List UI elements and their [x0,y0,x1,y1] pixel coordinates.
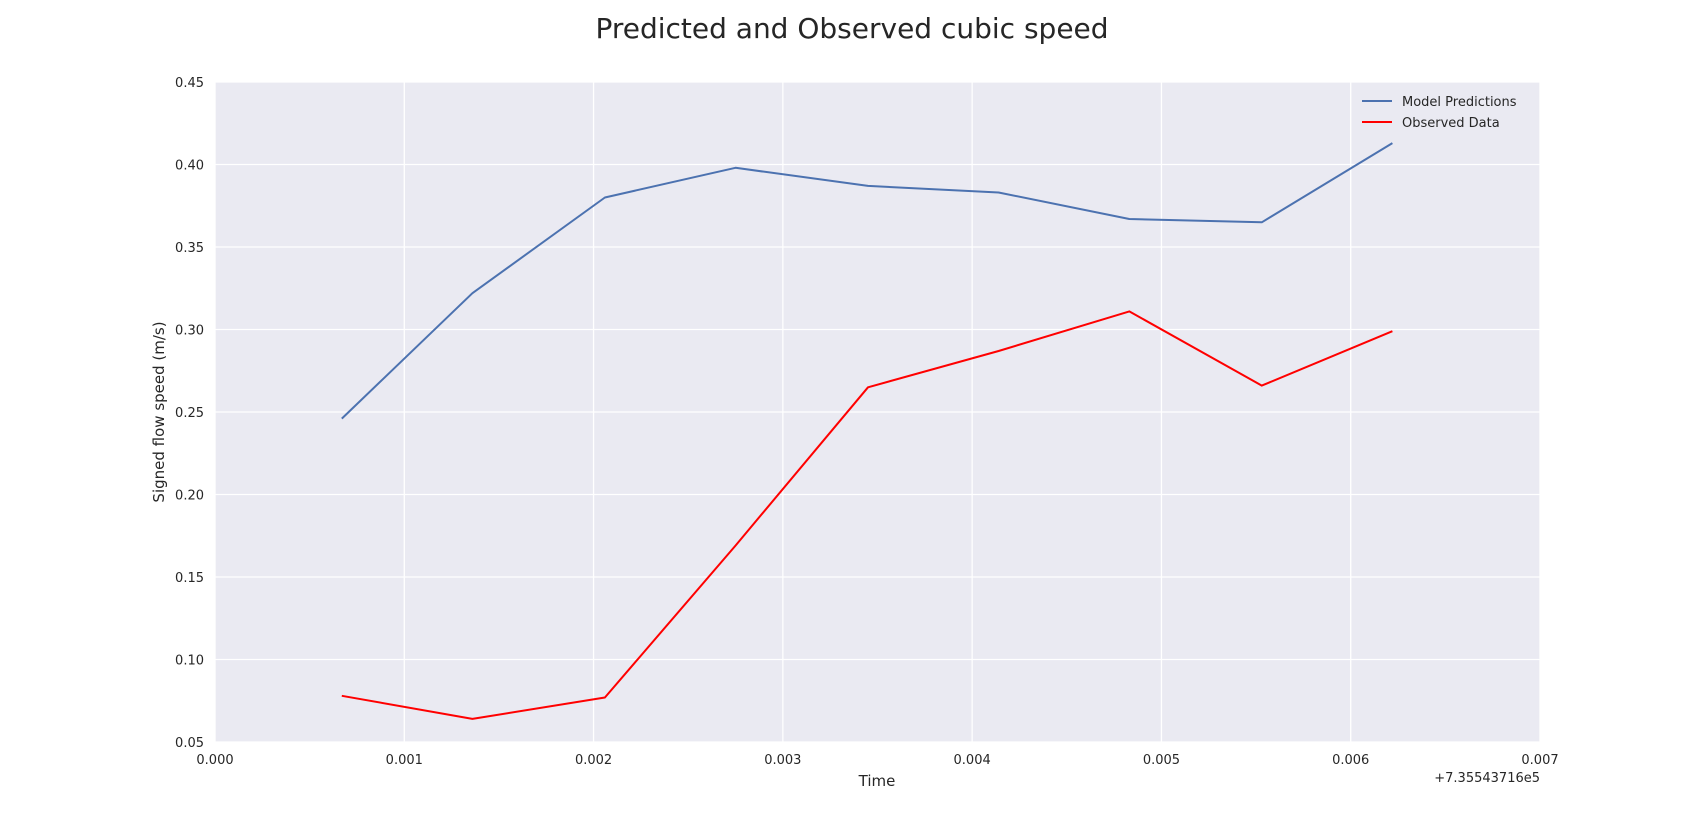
y-tick-label: 0.05 [175,736,204,751]
grid [214,81,1541,743]
x-tick-label: 0.002 [575,753,612,768]
y-axis-label: Signed flow speed (m/s) [150,321,168,502]
x-tick-label: 0.000 [196,753,233,768]
y-tick-label: 0.40 [175,159,204,174]
x-tick-label: 0.006 [1332,753,1369,768]
legend-label: Observed Data [1402,116,1500,131]
y-tick-label: 0.35 [175,241,204,256]
legend-label: Model Predictions [1402,95,1517,110]
y-axis-ticks: 0.05 0.10 0.15 0.20 0.25 0.30 0.35 0.40 0.45 [175,76,204,751]
x-axis-ticks: 0.000 0.001 0.002 0.003 0.004 0.005 0.006 0.007 [196,753,1558,768]
x-tick-label: 0.003 [764,753,801,768]
y-tick-label: 0.25 [175,406,204,421]
x-tick-label: 0.005 [1143,753,1180,768]
y-tick-label: 0.30 [175,324,204,339]
series-lines [341,142,1393,720]
y-tick-label: 0.20 [175,489,204,504]
y-tick-label: 0.15 [175,571,204,586]
x-tick-label: 0.001 [386,753,423,768]
y-tick-label: 0.10 [175,654,204,669]
x-offset-label: +7.35543716e5 [1434,771,1540,786]
x-axis-label: Time [858,772,896,790]
chart-title: Predicted and Observed cubic speed [595,12,1108,45]
y-tick-label: 0.45 [175,76,204,91]
legend: Model Predictions Observed Data [1362,95,1517,131]
series-line-1 [341,310,1393,720]
series-line-0 [341,142,1393,420]
x-tick-label: 0.004 [954,753,991,768]
x-tick-label: 0.007 [1521,753,1558,768]
